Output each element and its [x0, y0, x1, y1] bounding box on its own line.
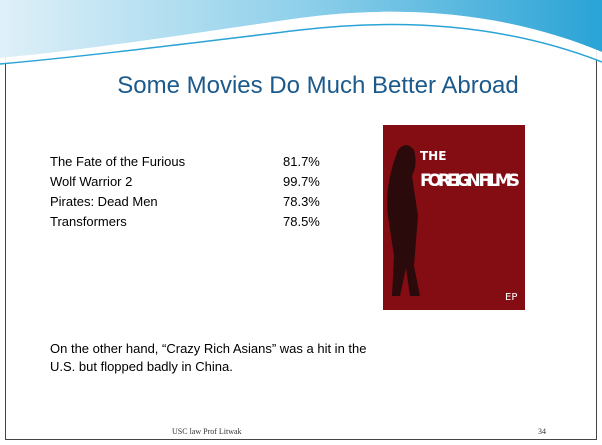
- album-text: THE: [420, 149, 446, 163]
- album-text: EP: [505, 292, 517, 303]
- movie-share: 78.3%: [283, 194, 320, 209]
- movie-name: The Fate of the Furious: [50, 154, 186, 169]
- header-wave-highlight: [0, 11, 602, 64]
- album-figure: [387, 145, 420, 296]
- movie-share: 99.7%: [283, 174, 320, 189]
- header-wave: [0, 0, 602, 58]
- page-number: 34: [538, 427, 546, 436]
- movie-name: Pirates: Dead Men: [50, 194, 158, 209]
- movie-name: Transformers: [50, 214, 127, 229]
- movie-share: 78.5%: [283, 214, 320, 229]
- note: On the other hand, “Crazy Rich Asians” w…: [50, 341, 367, 374]
- movie-name: Wolf Warrior 2: [50, 174, 133, 189]
- slide-title: Some Movies Do Much Better Abroad: [117, 72, 519, 99]
- album-text: FOREIGN FILMS: [420, 171, 520, 191]
- header-wave-line: [0, 23, 602, 65]
- movie-share: 81.7%: [283, 154, 320, 169]
- footer: USC law Prof Litwak: [172, 427, 242, 436]
